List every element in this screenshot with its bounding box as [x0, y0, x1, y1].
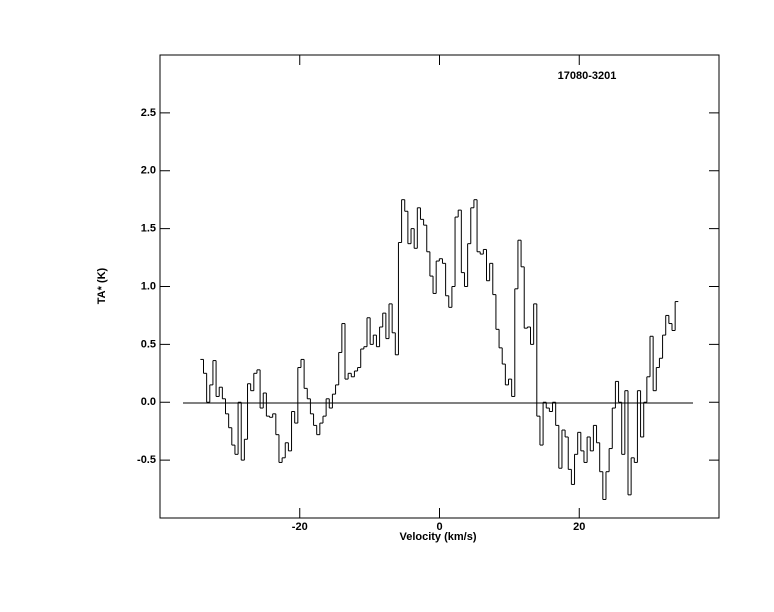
plot-frame: [159, 54, 720, 519]
x-tick-label: 20: [573, 521, 585, 533]
x-axis-label: Velocity (km/s): [399, 531, 476, 543]
y-tick-label: 2.0: [141, 165, 156, 177]
y-tick-label: 0.0: [141, 396, 156, 408]
y-tick-label: -0.5: [137, 454, 156, 466]
y-axis-label: TA* (K): [96, 267, 108, 304]
y-tick-label: 0.5: [141, 338, 156, 350]
y-tick-label: 1.0: [141, 280, 156, 292]
x-tick-label: 0: [436, 521, 442, 533]
chart-title: 17080-3201: [558, 70, 617, 82]
x-tick-label: -20: [292, 521, 308, 533]
y-tick-label: 2.5: [141, 107, 156, 119]
y-tick-label: 1.5: [141, 223, 156, 235]
